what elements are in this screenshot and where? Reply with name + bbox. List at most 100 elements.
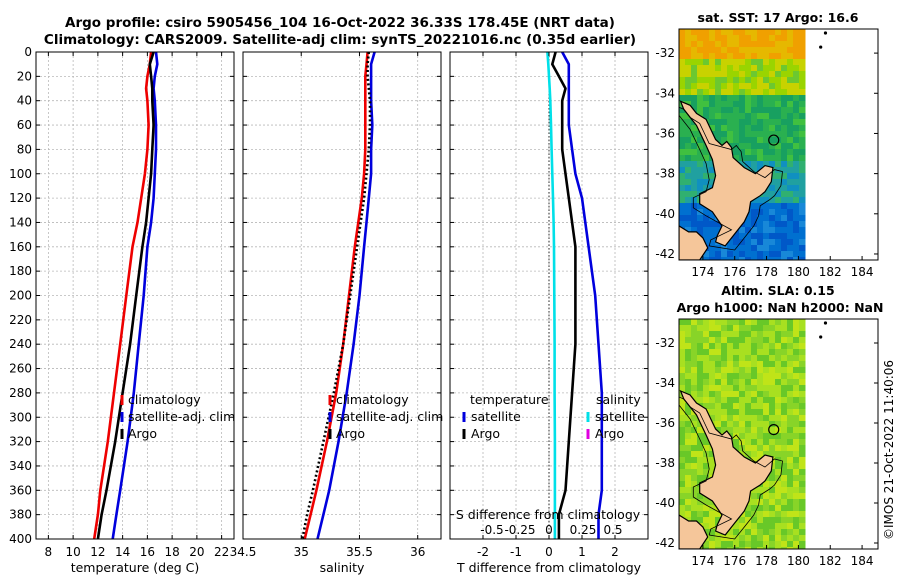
field-cell [769,397,776,404]
field-cell [757,221,764,228]
field-cell [775,83,782,90]
field-cell [709,245,716,252]
field-cell [721,355,728,362]
y-tick-label: 300 [9,410,32,424]
field-cell [757,337,764,344]
field-cell [793,391,800,398]
field-cell [799,227,806,234]
field-cell [769,415,776,422]
field-cell [745,41,752,48]
field-cell [709,463,716,470]
field-cell [745,47,752,54]
field-cell [745,89,752,96]
field-cell [709,257,716,260]
field-cell [745,421,752,428]
field-cell [727,337,734,344]
field-cell [787,53,794,60]
field-cell [757,227,764,234]
field-cell [679,113,686,120]
field-cell [721,319,728,326]
field-cell [793,403,800,410]
field-cell [691,343,698,350]
field-cell [691,197,698,204]
field-cell [691,59,698,66]
figure-title-line2: Climatology: CARS2009. Satellite-adj cli… [43,32,637,48]
field-cell [769,343,776,350]
field-cell [709,499,716,506]
field-cell [769,257,776,260]
field-cell [799,349,806,356]
field-cell [685,445,692,452]
field-cell [769,349,776,356]
field-cell [715,319,722,326]
field-cell [685,319,692,326]
field-cell [799,427,806,434]
field-cell [733,251,740,258]
field-cell [787,113,794,120]
field-cell [745,511,752,518]
field-cell [733,367,740,374]
field-cell [703,83,710,90]
sst-map-title: sat. SST: 17 Argo: 16.6 [697,10,859,25]
field-cell [751,137,758,144]
field-cell [799,83,806,90]
kermadec-island-dot [819,335,823,339]
field-cell [715,251,722,258]
field-cell [697,463,704,470]
field-cell [781,227,788,234]
field-cell [775,409,782,416]
field-cell [787,227,794,234]
field-cell [799,469,806,476]
field-cell [703,53,710,60]
field-cell [775,421,782,428]
field-cell [793,319,800,326]
field-cell [799,239,806,246]
field-cell [763,505,770,512]
field-cell [793,197,800,204]
field-cell [715,373,722,380]
field-cell [709,397,716,404]
field-cell [799,119,806,126]
field-cell [739,95,746,102]
field-cell [787,119,794,126]
field-cell [691,361,698,368]
field-cell [787,481,794,488]
field-cell [709,385,716,392]
field-cell [709,469,716,476]
field-cell [703,29,710,36]
field-cell [685,83,692,90]
field-cell [769,451,776,458]
field-cell [709,535,716,542]
field-cell [763,439,770,446]
field-cell [715,221,722,228]
field-cell [787,233,794,240]
field-cell [727,547,734,549]
field-cell [691,227,698,234]
field-cell [787,251,794,258]
field-cell [745,433,752,440]
field-cell [745,143,752,150]
field-cell [751,167,758,174]
field-cell [733,337,740,344]
field-cell [781,35,788,42]
legend-label: satellite [595,409,645,424]
field-cell [721,89,728,96]
field-cell [703,505,710,512]
field-cell [727,397,734,404]
field-cell [697,215,704,222]
field-cell [703,349,710,356]
field-cell [709,409,716,416]
field-cell [721,403,728,410]
field-cell [745,451,752,458]
field-cell [775,373,782,380]
field-cell [679,131,686,138]
field-cell [769,487,776,494]
field-cell [691,475,698,482]
field-cell [721,535,728,542]
field-cell [781,29,788,36]
field-cell [793,523,800,530]
field-cell [793,337,800,344]
y-tick-label: 240 [9,337,32,351]
field-cell [793,35,800,42]
field-cell [781,101,788,108]
